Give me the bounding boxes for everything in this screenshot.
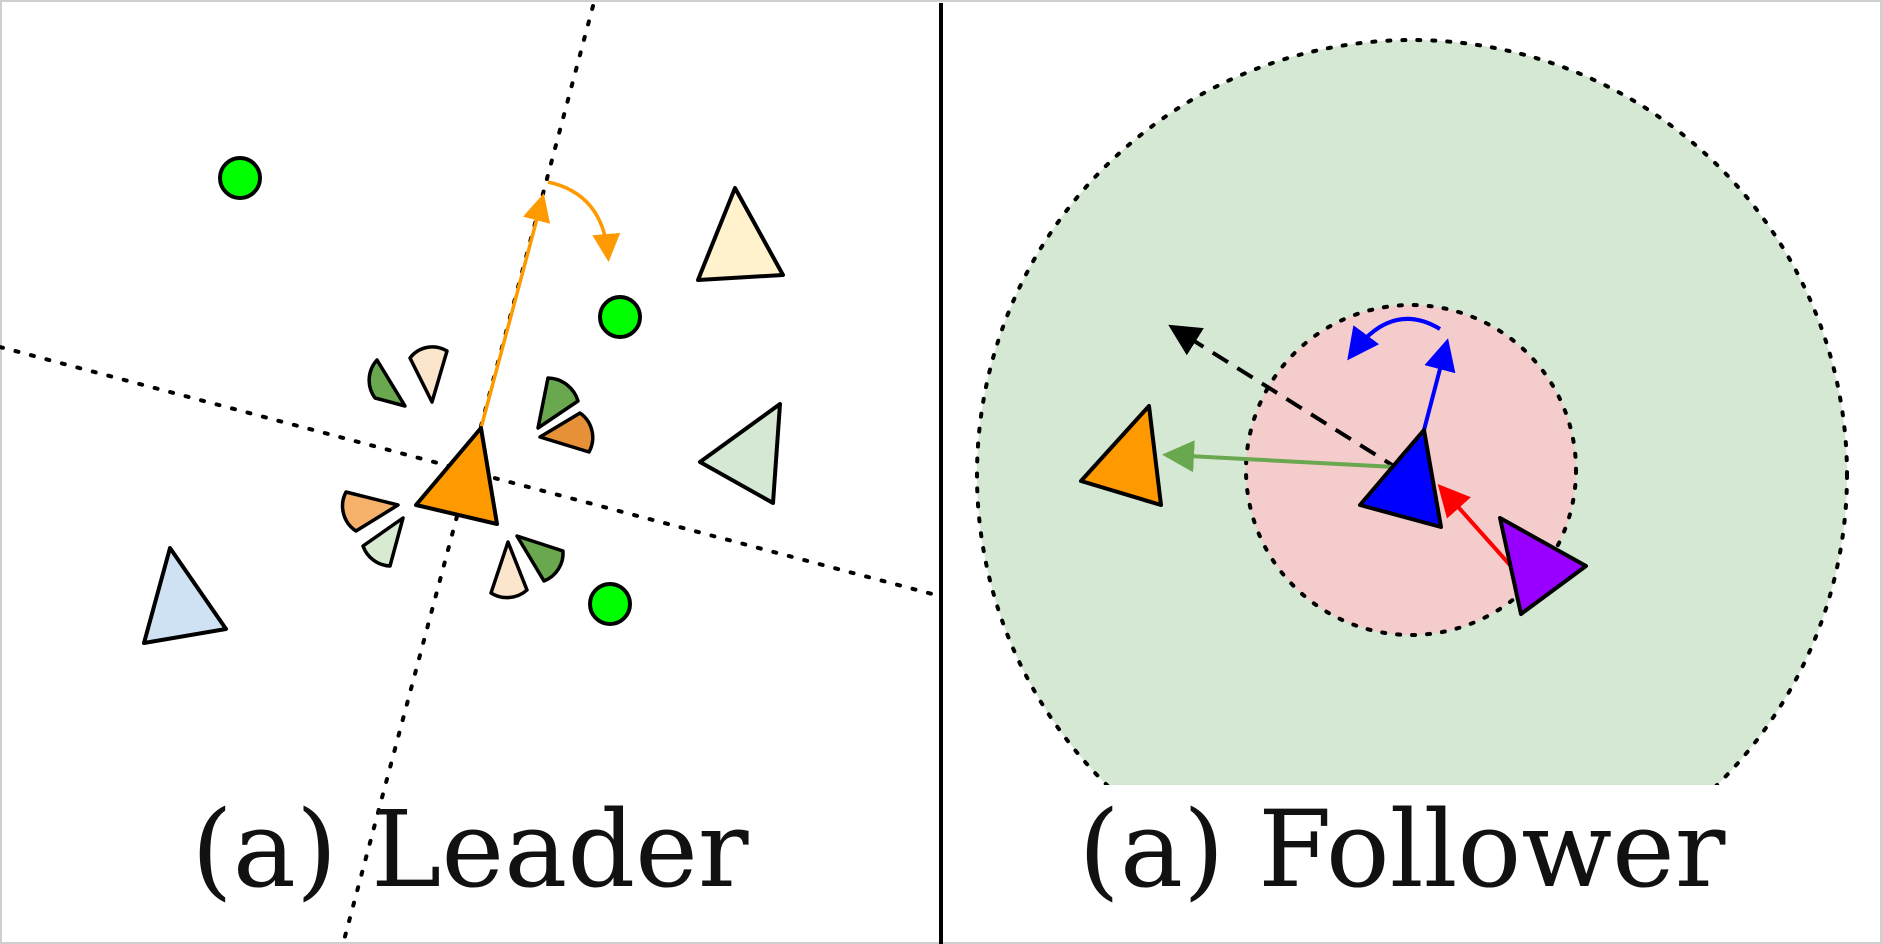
agent-triangle-blue xyxy=(142,546,228,645)
rotation-arrow xyxy=(547,180,621,262)
repulsion-arrow xyxy=(1437,484,1512,567)
panel-caption-follower: (a) Follower xyxy=(1079,788,1726,911)
dashed-resultant-arrow xyxy=(1168,324,1402,472)
landmark-circle xyxy=(218,156,262,200)
dotted-zone-boundary-inner xyxy=(1244,303,1578,637)
observation-sector xyxy=(538,411,595,454)
observation-sector xyxy=(367,358,407,408)
observation-sector xyxy=(515,534,565,583)
agent-triangle-yellow xyxy=(696,186,785,282)
panel-caption-leader: (a) Leader xyxy=(191,788,749,911)
observation-sector xyxy=(361,516,405,568)
leader-agent-triangle xyxy=(1079,404,1163,507)
observation-sector xyxy=(340,490,400,533)
heading-arrow xyxy=(1422,338,1456,431)
follower-agent-triangle xyxy=(1358,428,1443,529)
dotted-zone-boundary-outer xyxy=(975,38,1849,785)
leader-agent-triangle xyxy=(414,426,499,526)
follower-panel: (a) Follower xyxy=(975,38,1849,911)
adversary-agent-triangle xyxy=(1498,516,1588,616)
observation-sector xyxy=(489,540,529,600)
rotation-arrow xyxy=(1347,316,1442,361)
dotted-axis-line xyxy=(341,4,595,944)
landmark-circle xyxy=(598,295,642,339)
landmark-circle xyxy=(588,582,632,626)
leader-panel: (a) Leader xyxy=(0,4,938,944)
attraction-arrow xyxy=(1162,440,1396,473)
heading-arrow xyxy=(479,193,551,429)
observation-sector xyxy=(536,376,580,430)
observation-sector xyxy=(408,345,449,404)
agent-triangle-green xyxy=(698,402,782,505)
